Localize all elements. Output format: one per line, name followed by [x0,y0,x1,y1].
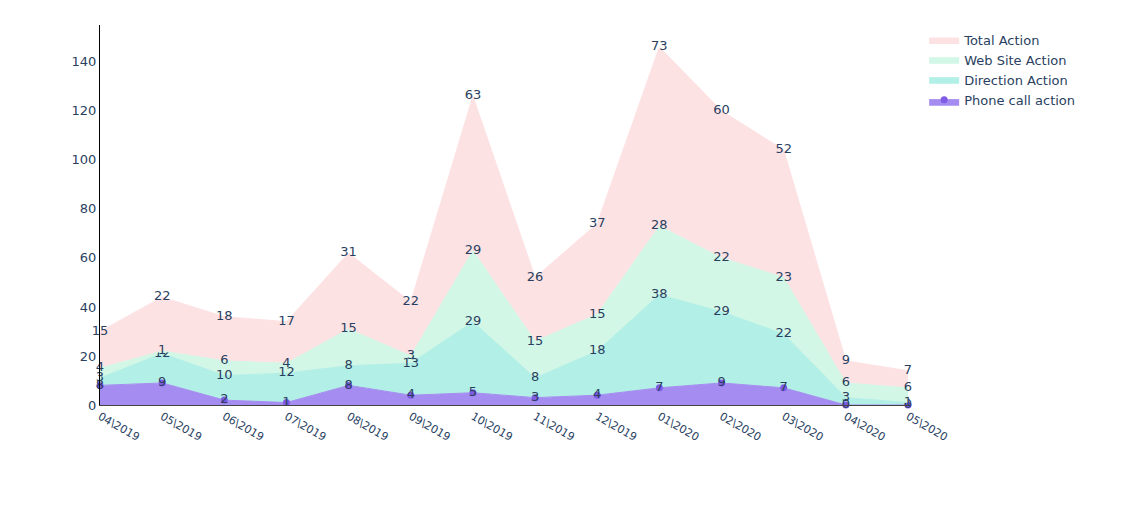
svg-text:37: 37 [589,215,606,230]
svg-text:140: 140 [72,54,97,69]
svg-text:Phone call action: Phone call action [964,93,1075,108]
svg-text:120: 120 [72,103,97,118]
svg-text:9: 9 [717,374,725,389]
svg-text:12: 12 [278,364,295,379]
svg-text:17: 17 [278,313,295,328]
svg-text:1: 1 [282,394,290,409]
svg-text:3: 3 [531,389,539,404]
svg-text:18: 18 [216,308,233,323]
svg-text:22: 22 [154,288,171,303]
svg-text:9: 9 [842,352,850,367]
svg-text:0: 0 [842,396,850,411]
svg-text:7: 7 [904,362,912,377]
svg-text:4: 4 [593,386,601,401]
svg-text:11\2019: 11\2019 [531,410,577,444]
svg-text:15: 15 [527,333,544,348]
svg-text:0: 0 [88,398,96,413]
svg-text:22: 22 [775,325,792,340]
svg-text:15: 15 [92,323,109,338]
svg-text:04\2019: 04\2019 [96,410,142,444]
svg-text:60: 60 [713,102,730,117]
svg-text:6: 6 [842,374,850,389]
svg-text:29: 29 [465,242,482,257]
svg-text:60: 60 [80,250,97,265]
svg-text:8: 8 [344,357,352,372]
svg-text:31: 31 [340,244,357,259]
svg-text:4: 4 [407,386,415,401]
svg-text:29: 29 [465,313,482,328]
svg-text:5: 5 [469,384,477,399]
svg-text:22: 22 [402,293,419,308]
svg-text:0: 0 [904,396,912,411]
svg-text:52: 52 [775,141,792,156]
svg-text:05\2020: 05\2020 [904,410,950,444]
svg-text:100: 100 [72,152,97,167]
svg-text:01\2020: 01\2020 [655,410,701,444]
svg-text:04\2020: 04\2020 [842,410,888,444]
svg-text:38: 38 [651,286,668,301]
svg-text:10: 10 [216,367,233,382]
svg-text:18: 18 [589,342,606,357]
svg-text:4: 4 [282,355,290,370]
svg-text:7: 7 [780,379,788,394]
svg-text:08\2019: 08\2019 [344,410,390,444]
svg-text:63: 63 [465,87,482,102]
svg-text:07\2019: 07\2019 [282,410,328,444]
svg-text:23: 23 [775,269,792,284]
svg-text:8: 8 [344,377,352,392]
svg-text:22: 22 [713,249,730,264]
svg-text:1: 1 [904,394,912,409]
svg-text:4: 4 [96,359,104,374]
svg-text:Web Site Action: Web Site Action [964,53,1066,68]
svg-text:40: 40 [80,299,97,314]
svg-text:15: 15 [340,320,357,335]
svg-text:20: 20 [80,349,97,364]
svg-text:06\2019: 06\2019 [220,410,266,444]
svg-text:9: 9 [158,374,166,389]
svg-text:12\2019: 12\2019 [593,410,639,444]
svg-text:6: 6 [220,352,228,367]
svg-text:3: 3 [407,347,415,362]
svg-text:3: 3 [96,369,104,384]
svg-text:2: 2 [220,391,228,406]
svg-text:28: 28 [651,217,668,232]
svg-text:73: 73 [651,38,668,53]
svg-text:8: 8 [531,369,539,384]
svg-text:09\2019: 09\2019 [407,410,453,444]
svg-text:80: 80 [80,201,97,216]
svg-text:Direction Action: Direction Action [964,73,1068,88]
svg-text:10\2019: 10\2019 [469,410,515,444]
svg-text:15: 15 [589,306,606,321]
svg-text:03\2020: 03\2020 [779,410,825,444]
svg-text:1: 1 [158,342,166,357]
svg-text:8: 8 [96,377,104,392]
svg-text:29: 29 [713,303,730,318]
svg-text:02\2020: 02\2020 [717,410,763,444]
svg-text:26: 26 [527,269,544,284]
svg-text:12: 12 [154,345,171,360]
svg-text:6: 6 [904,379,912,394]
svg-text:13: 13 [402,355,419,370]
svg-text:3: 3 [842,389,850,404]
svg-text:05\2019: 05\2019 [158,410,204,444]
svg-text:Total Action: Total Action [963,33,1039,48]
svg-text:7: 7 [655,379,663,394]
